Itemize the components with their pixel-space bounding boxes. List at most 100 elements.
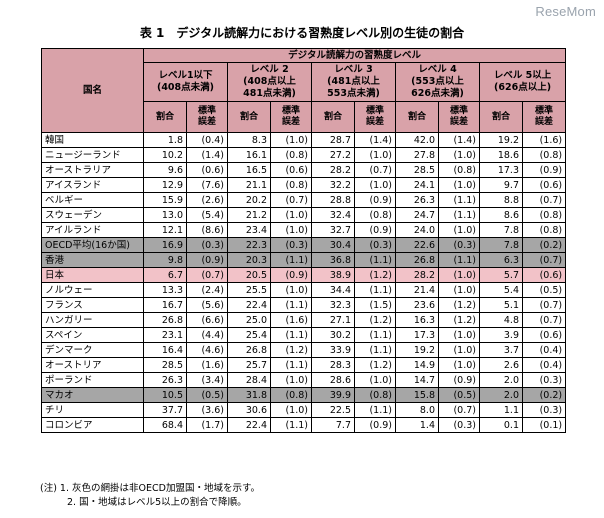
se-cell: (0.5) [521, 282, 567, 298]
pct-cell: 16.4 [143, 342, 187, 358]
pct-cell: 21.1 [227, 177, 271, 193]
se-cell: (1.0) [438, 222, 480, 238]
country-cell: マカオ [41, 387, 144, 403]
table-row: OECD平均(16か国) 16.9 (0.3) 22.3 (0.3) 30.4 (0.3) 2… [41, 237, 567, 253]
se-cell: (1.6) [186, 357, 228, 373]
se-cell: (0.3) [521, 402, 567, 418]
pct-cell: 3.7 [479, 342, 523, 358]
se-cell: (0.9) [270, 267, 312, 283]
pct-cell: 22.4 [227, 297, 271, 313]
pct-cell: 16.9 [143, 237, 187, 253]
country-cell: ニュージーランド [41, 147, 144, 163]
table-row: ハンガリー 26.8 (6.6) 25.0 (1.6) 27.1 (1.2) 16.3 (1.2… [41, 312, 567, 328]
pct-cell: 17.3 [479, 162, 523, 178]
se-cell: (0.6) [521, 177, 567, 193]
pct-cell: 21.2 [227, 207, 271, 223]
se-header-line1: 標準 [535, 106, 554, 116]
pct-cell: 8.0 [395, 402, 439, 418]
se-cell: (0.7) [354, 162, 396, 178]
se-cell: (1.4) [438, 132, 480, 148]
table-row: フランス 16.7 (5.6) 22.4 (1.1) 32.3 (1.5) 23.6 (1.2)… [41, 297, 567, 313]
se-cell: (0.7) [270, 192, 312, 208]
pct-cell: 24.1 [395, 177, 439, 193]
pct-cell: 22.3 [227, 237, 271, 253]
pct-cell: 28.8 [311, 192, 355, 208]
table-row: オーストラリア 9.6 (0.6) 16.5 (0.6) 28.2 (0.7) 28.5 (0.… [41, 162, 567, 178]
se-cell: (1.6) [270, 312, 312, 328]
se-cell: (0.8) [521, 147, 567, 163]
se-header-line2: 誤差 [535, 117, 554, 127]
se-cell: (0.9) [354, 417, 396, 433]
pct-cell: 16.1 [227, 147, 271, 163]
country-cell: OECD平均(16か国) [41, 237, 144, 253]
se-header: 標準 誤差 [521, 101, 567, 133]
pct-cell: 24.0 [395, 222, 439, 238]
se-cell: (1.1) [354, 327, 396, 343]
se-cell: (3.6) [186, 402, 228, 418]
pct-cell: 9.7 [479, 177, 523, 193]
se-cell: (7.6) [186, 177, 228, 193]
se-cell: (1.1) [270, 417, 312, 433]
pct-cell: 18.6 [479, 147, 523, 163]
country-cell: スペイン [41, 327, 144, 343]
se-header-line1: 標準 [281, 106, 300, 116]
pct-cell: 24.7 [395, 207, 439, 223]
country-cell: オーストリア [41, 357, 144, 373]
country-cell: チリ [41, 402, 144, 418]
se-cell: (0.6) [270, 162, 312, 178]
pct-cell: 21.4 [395, 282, 439, 298]
table-title: 表 1 デジタル読解力における習熟度レベル別の生徒の割合 [139, 26, 465, 40]
se-cell: (0.7) [186, 267, 228, 283]
pct-cell: 20.5 [227, 267, 271, 283]
se-cell: (0.7) [521, 312, 567, 328]
pct-cell: 22.5 [311, 402, 355, 418]
se-cell: (1.0) [354, 372, 396, 388]
pct-cell: 30.4 [311, 237, 355, 253]
pct-cell: 23.1 [143, 327, 187, 343]
pct-cell: 37.7 [143, 402, 187, 418]
pct-cell: 68.4 [143, 417, 187, 433]
country-cell: ノルウェー [41, 282, 144, 298]
se-cell: (0.7) [521, 192, 567, 208]
pct-cell: 30.6 [227, 402, 271, 418]
se-cell: (0.6) [186, 162, 228, 178]
pct-cell: 13.3 [143, 282, 187, 298]
se-cell: (0.7) [521, 297, 567, 313]
se-cell: (1.1) [438, 192, 480, 208]
level-header-2: レベル 2 (408点以上 481点未満) [227, 62, 312, 102]
table-row: オーストリア 28.5 (1.6) 25.7 (1.1) 28.3 (1.2) 14.9 (1.… [41, 357, 567, 373]
pct-cell: 28.5 [395, 162, 439, 178]
se-cell: (1.2) [438, 312, 480, 328]
pct-cell: 8.3 [227, 132, 271, 148]
pct-cell: 19.2 [395, 342, 439, 358]
table-row: ノルウェー 13.3 (2.4) 25.5 (1.0) 34.4 (1.1) 21.4 (1.0… [41, 282, 567, 298]
se-cell: (0.8) [521, 207, 567, 223]
country-cell: アイルランド [41, 222, 144, 238]
se-cell: (0.3) [354, 237, 396, 253]
pct-cell: 1.4 [395, 417, 439, 433]
pct-cell: 9.6 [143, 162, 187, 178]
level-header-line2: (408点以上 [243, 76, 296, 87]
country-cell: デンマーク [41, 342, 144, 358]
pct-cell: 15.9 [143, 192, 187, 208]
pct-cell: 9.8 [143, 252, 187, 268]
pct-cell: 28.7 [311, 132, 355, 148]
pct-cell: 33.9 [311, 342, 355, 358]
pct-cell: 30.2 [311, 327, 355, 343]
se-cell: (2.6) [186, 192, 228, 208]
se-cell: (0.1) [521, 417, 567, 433]
se-cell: (0.8) [521, 222, 567, 238]
se-cell: (1.0) [438, 357, 480, 373]
se-cell: (0.5) [186, 387, 228, 403]
pct-cell: 28.5 [143, 357, 187, 373]
pct-cell: 20.3 [227, 252, 271, 268]
pct-cell: 28.2 [395, 267, 439, 283]
pct-header: 割合 [395, 101, 439, 133]
pct-cell: 19.2 [479, 132, 523, 148]
pct-cell: 36.8 [311, 252, 355, 268]
se-header: 標準 誤差 [270, 101, 312, 133]
table-row: 日本 6.7 (0.7) 20.5 (0.9) 38.9 (1.2) 28.2 (1.0) 5.7… [41, 267, 567, 283]
pct-cell: 17.3 [395, 327, 439, 343]
level-header-line1: レベル 4 [418, 64, 457, 75]
pct-cell: 12.1 [143, 222, 187, 238]
